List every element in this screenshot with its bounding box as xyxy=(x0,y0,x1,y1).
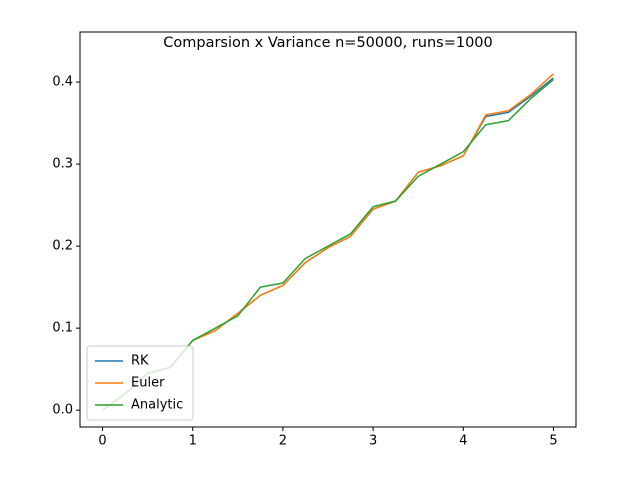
legend-label: Euler xyxy=(131,376,165,391)
y-tick-label: 0.4 xyxy=(52,75,73,90)
axes-frame xyxy=(79,31,577,428)
x-tick-label: 2 xyxy=(279,434,287,449)
x-tick-label: 5 xyxy=(549,434,557,449)
legend-label: RK xyxy=(131,354,149,369)
legend-label: Analytic xyxy=(131,398,183,413)
y-tick-label: 0.1 xyxy=(52,321,73,336)
y-tick-label: 0.2 xyxy=(52,239,73,254)
x-tick-label: 3 xyxy=(369,434,377,449)
x-tick-label: 0 xyxy=(98,434,106,449)
legend-box xyxy=(86,345,194,421)
x-tick-label: 4 xyxy=(459,434,467,449)
x-tick-label: 1 xyxy=(189,434,197,449)
y-tick-label: 0.0 xyxy=(52,403,73,418)
y-tick-label: 0.3 xyxy=(52,157,73,172)
chart-title: Comparsion x Variance n=50000, runs=1000 xyxy=(163,35,493,51)
